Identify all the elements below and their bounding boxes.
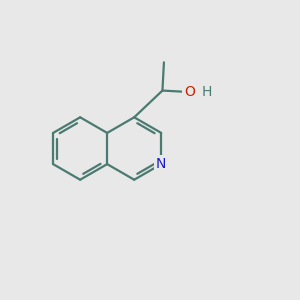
Text: N: N [156, 157, 166, 171]
Text: H: H [201, 85, 212, 99]
Text: O: O [184, 85, 195, 99]
